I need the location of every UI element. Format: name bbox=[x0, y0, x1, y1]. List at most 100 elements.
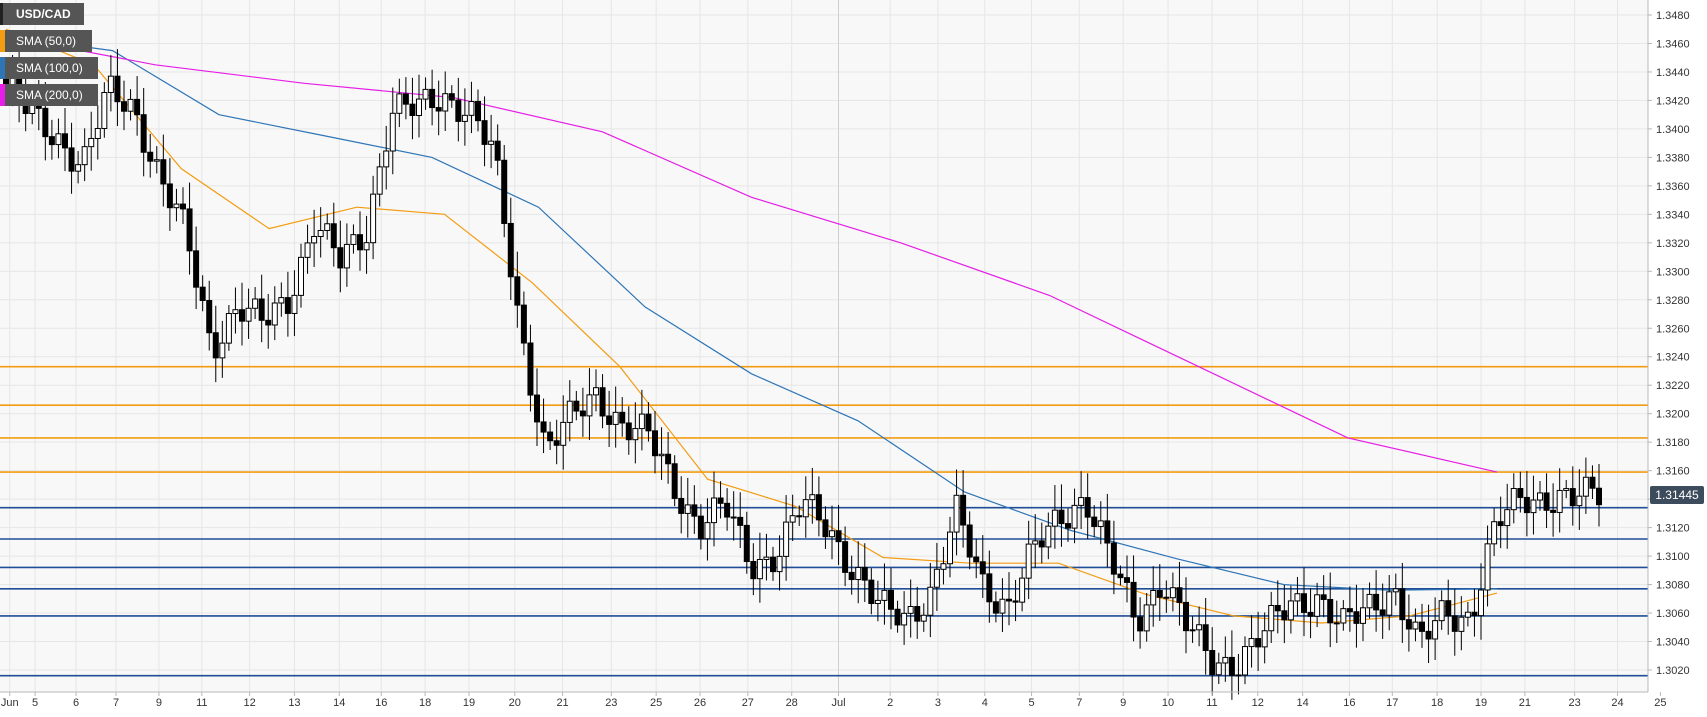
candle-bearish bbox=[1183, 601, 1189, 632]
y-tick-label: 1.3080 bbox=[1656, 580, 1690, 592]
candle-bullish bbox=[343, 243, 350, 269]
legend-sma-200-label: SMA (200,0) bbox=[16, 88, 83, 102]
candle-bearish bbox=[284, 297, 291, 314]
price-axis-background bbox=[1648, 0, 1707, 712]
y-tick-label: 1.3460 bbox=[1656, 38, 1690, 50]
candle-bullish bbox=[488, 140, 495, 145]
candle-bearish bbox=[599, 387, 606, 417]
x-tick-label: 18 bbox=[419, 697, 431, 709]
time-axis: Jun 5 6 7 9 11 12 13 14 16 18 19 20 21 23 25 26 27 28 Jul 2 3… bbox=[0, 691, 1667, 709]
candle-bullish bbox=[324, 223, 331, 231]
candle-bearish bbox=[914, 605, 921, 622]
candle-bearish bbox=[1320, 594, 1327, 600]
sma-line bbox=[5, 35, 1498, 473]
candle-bearish bbox=[553, 440, 560, 446]
candle-bullish bbox=[802, 499, 809, 518]
legend-sma-50[interactable]: SMA (50,0) bbox=[0, 30, 92, 52]
candle-bearish bbox=[1596, 487, 1602, 506]
candle-bullish bbox=[1360, 607, 1366, 624]
legend-sma-50-label: SMA (50,0) bbox=[16, 34, 77, 48]
candle-bullish bbox=[1019, 577, 1026, 603]
candle-bullish bbox=[219, 342, 226, 359]
candle-bullish bbox=[933, 568, 940, 588]
y-tick-label: 1.3240 bbox=[1656, 352, 1690, 364]
candle-bullish bbox=[317, 229, 324, 238]
candle-bullish bbox=[1051, 509, 1058, 527]
candle-bullish bbox=[225, 313, 232, 344]
candle-bullish bbox=[829, 530, 835, 538]
legend-sma-200[interactable]: SMA (200,0) bbox=[0, 84, 98, 106]
candle-bearish bbox=[337, 247, 344, 269]
candle-bearish bbox=[691, 504, 698, 517]
candles bbox=[3, 49, 1602, 700]
candle-bullish bbox=[1248, 638, 1255, 648]
candle-bearish bbox=[68, 147, 75, 172]
candle-bearish bbox=[979, 561, 986, 575]
candle-bullish bbox=[1582, 476, 1589, 497]
y-tick-label: 1.3160 bbox=[1656, 466, 1690, 478]
candle-bearish bbox=[1202, 624, 1209, 652]
candle-bearish bbox=[1255, 638, 1262, 648]
x-tick-label: 11 bbox=[196, 697, 207, 709]
candle-bearish bbox=[1301, 593, 1307, 613]
x-tick-label: 14 bbox=[1296, 697, 1308, 709]
candle-bullish bbox=[711, 497, 717, 524]
candle-bullish bbox=[468, 100, 475, 116]
candle-bullish bbox=[901, 612, 908, 626]
x-tick-label: 17 bbox=[1386, 697, 1398, 709]
sma-line bbox=[5, 28, 1498, 624]
x-tick-label: 18 bbox=[1431, 697, 1443, 709]
candle-bullish bbox=[1097, 520, 1104, 527]
candle-bearish bbox=[986, 573, 993, 603]
x-tick-label: 27 bbox=[742, 697, 754, 709]
candle-bearish bbox=[835, 530, 842, 543]
x-tick-label: Jun bbox=[1, 697, 19, 709]
candle-bullish bbox=[809, 494, 816, 501]
x-tick-label: 7 bbox=[113, 697, 119, 709]
candle-bearish bbox=[606, 415, 613, 425]
candle-bullish bbox=[422, 88, 429, 100]
candle-bearish bbox=[730, 516, 737, 519]
legend-symbol[interactable]: USD/CAD bbox=[0, 3, 84, 25]
candle-bearish bbox=[409, 103, 416, 116]
candle-bearish bbox=[1091, 516, 1098, 527]
candle-bullish bbox=[874, 599, 881, 605]
candle-bearish bbox=[848, 571, 855, 581]
x-tick-label: 23 bbox=[605, 697, 617, 709]
candle-bearish bbox=[475, 100, 481, 122]
candle-bullish bbox=[684, 504, 691, 514]
candle-bullish bbox=[920, 614, 927, 622]
y-tick-label: 1.3300 bbox=[1656, 266, 1690, 278]
candle-bullish bbox=[1189, 629, 1196, 632]
candle-bullish bbox=[304, 242, 311, 258]
candle-bearish bbox=[1228, 656, 1235, 677]
legend-sma-100[interactable]: SMA (100,0) bbox=[0, 57, 98, 79]
x-tick-label: 26 bbox=[694, 697, 706, 709]
y-tick-label: 1.3220 bbox=[1656, 380, 1690, 392]
last-price-badge-text: 1.31445 bbox=[1655, 488, 1699, 502]
candle-bullish bbox=[153, 159, 160, 162]
candle-bearish bbox=[160, 159, 167, 185]
y-tick-label: 1.3400 bbox=[1656, 124, 1690, 136]
candle-bearish bbox=[1373, 593, 1380, 611]
candle-bullish bbox=[1340, 608, 1347, 624]
y-tick-label: 1.3280 bbox=[1656, 295, 1690, 307]
candle-bullish bbox=[127, 98, 134, 112]
candle-bearish bbox=[212, 332, 219, 359]
candle-bearish bbox=[520, 304, 527, 344]
candle-bearish bbox=[724, 502, 731, 518]
candle-bearish bbox=[1209, 650, 1216, 676]
candle-bearish bbox=[573, 400, 580, 412]
candle-bullish bbox=[1438, 600, 1445, 622]
candle-bearish bbox=[199, 286, 206, 301]
candle-bullish bbox=[612, 411, 619, 425]
last-price-badge-bg bbox=[1650, 486, 1704, 504]
candle-bullish bbox=[907, 605, 914, 614]
x-tick-label: 23 bbox=[1569, 697, 1581, 709]
x-tick-label: 14 bbox=[333, 697, 345, 709]
sma-line bbox=[5, 35, 1498, 591]
candle-bearish bbox=[62, 133, 68, 149]
x-tick-label: 10 bbox=[1162, 697, 1174, 709]
